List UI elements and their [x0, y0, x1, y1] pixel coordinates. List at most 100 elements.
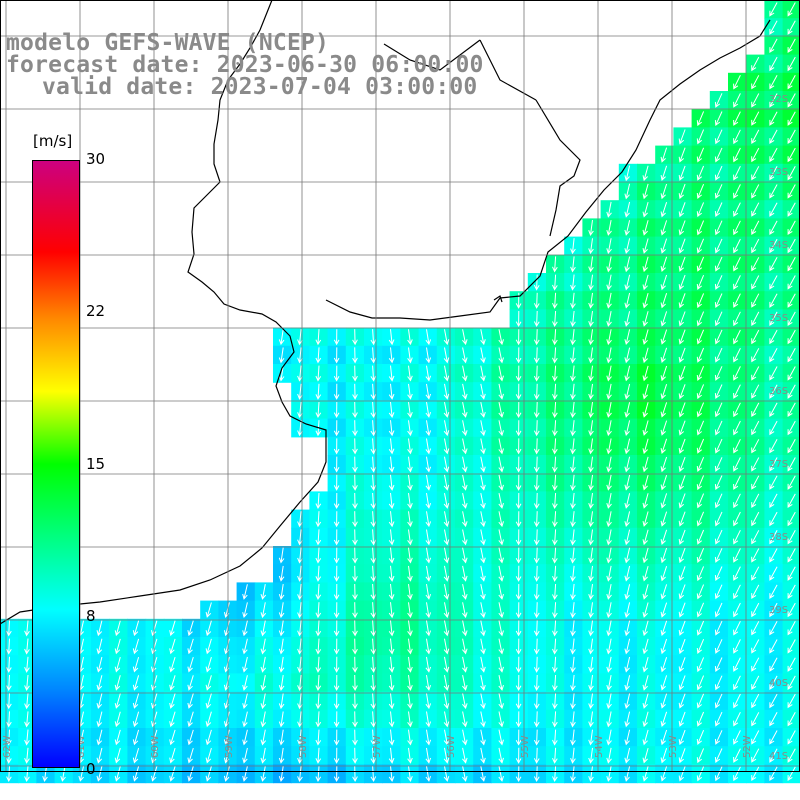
- wind-arrow: [132, 675, 140, 691]
- wind-arrow: [480, 511, 486, 528]
- wind-arrow: [297, 656, 303, 673]
- wind-arrow: [515, 565, 522, 582]
- wind-arrow: [733, 675, 741, 691]
- wind-arrow: [407, 602, 413, 619]
- wind-arrow: [315, 547, 322, 564]
- wind-arrow: [515, 329, 522, 346]
- wind-arrow: [552, 547, 558, 564]
- wind-arrow: [533, 310, 540, 328]
- wind-arrow: [787, 675, 796, 691]
- wind-arrow: [787, 184, 796, 199]
- wind-arrow: [696, 529, 705, 545]
- wind-arrow: [425, 438, 432, 455]
- wind-arrow: [588, 547, 594, 564]
- wind-arrow: [606, 456, 612, 473]
- wind-arrow: [570, 638, 576, 655]
- wind-arrow: [787, 548, 796, 563]
- wind-arrow: [660, 329, 668, 345]
- wind-arrow: [205, 620, 212, 637]
- wind-arrow: [297, 401, 303, 419]
- wind-arrow: [769, 329, 778, 345]
- wind-arrow: [462, 638, 468, 655]
- wind-arrow: [570, 438, 576, 455]
- wind-arrow: [60, 766, 66, 782]
- wind-arrow: [515, 656, 522, 673]
- wind-arrow: [515, 583, 522, 601]
- wind-arrow: [498, 365, 504, 382]
- wind-arrow: [769, 748, 778, 763]
- wind-arrow: [297, 565, 303, 582]
- wind-arrow: [570, 310, 576, 328]
- wind-arrow: [498, 602, 504, 619]
- wind-arrow: [588, 474, 594, 491]
- wind-arrow: [498, 529, 504, 546]
- wind-arrow: [769, 530, 778, 545]
- colorbar-tick: 30: [86, 150, 106, 168]
- wind-arrow: [96, 766, 103, 782]
- wind-arrow: [114, 766, 121, 782]
- wind-arrow: [642, 329, 649, 345]
- wind-arrow: [733, 529, 741, 545]
- wind-arrow: [498, 711, 504, 728]
- wind-arrow: [462, 766, 468, 782]
- wind-arrow: [533, 347, 540, 364]
- wind-arrow: [407, 584, 413, 600]
- wind-arrow: [443, 438, 450, 455]
- wind-arrow: [388, 656, 395, 673]
- wind-arrow: [570, 292, 576, 309]
- wind-arrow: [480, 766, 486, 782]
- wind-arrow: [352, 747, 358, 764]
- wind-arrow: [769, 693, 778, 709]
- wind-arrow: [769, 202, 778, 217]
- wind-arrow: [352, 365, 358, 382]
- wind-arrow: [552, 729, 558, 746]
- wind-arrow: [425, 420, 432, 437]
- wind-arrow: [787, 147, 796, 163]
- wind-arrow: [733, 366, 741, 381]
- wind-arrow: [407, 402, 413, 418]
- wind-arrow: [552, 602, 558, 619]
- wind-arrow: [714, 93, 723, 108]
- wind-arrow: [388, 401, 395, 419]
- wind-arrow: [678, 238, 686, 254]
- wind-arrow: [678, 711, 686, 727]
- wind-arrow: [588, 456, 594, 473]
- wind-arrow: [642, 584, 649, 600]
- wind-arrow: [352, 456, 358, 473]
- wind-arrow: [96, 656, 103, 673]
- wind-arrow: [588, 493, 594, 509]
- wind-arrow: [733, 584, 741, 600]
- wind-arrow: [6, 620, 12, 637]
- wind-arrow: [624, 729, 631, 746]
- lat-label: 35S: [769, 313, 788, 324]
- wind-arrow: [333, 729, 340, 746]
- wind-arrow: [462, 620, 468, 637]
- wind-arrow: [333, 620, 340, 637]
- wind-arrow: [278, 747, 285, 764]
- wind-arrow: [297, 693, 303, 710]
- wind-arrow: [443, 474, 450, 491]
- wind-arrow: [570, 674, 576, 692]
- wind-arrow: [515, 602, 522, 619]
- wind-arrow: [733, 275, 741, 290]
- wind-arrow: [425, 474, 432, 491]
- wind-arrow: [787, 420, 796, 436]
- wind-arrow: [96, 693, 103, 710]
- wind-arrow: [588, 584, 594, 600]
- wind-arrow: [714, 693, 723, 709]
- wind-arrow: [132, 693, 140, 709]
- wind-arrow: [660, 511, 668, 527]
- wind-arrow: [297, 638, 303, 655]
- wind-arrow: [733, 457, 741, 472]
- wind-arrow: [660, 729, 668, 746]
- wind-arrow: [751, 329, 760, 345]
- wind-arrow: [425, 329, 432, 346]
- wind-arrow: [333, 602, 340, 619]
- wind-arrow: [733, 748, 741, 763]
- wind-arrow: [696, 639, 705, 654]
- wind-arrow: [388, 420, 395, 437]
- wind-arrow: [407, 347, 413, 364]
- wind-arrow: [96, 675, 103, 691]
- wind-arrow: [714, 457, 723, 472]
- wind-arrow: [751, 439, 760, 454]
